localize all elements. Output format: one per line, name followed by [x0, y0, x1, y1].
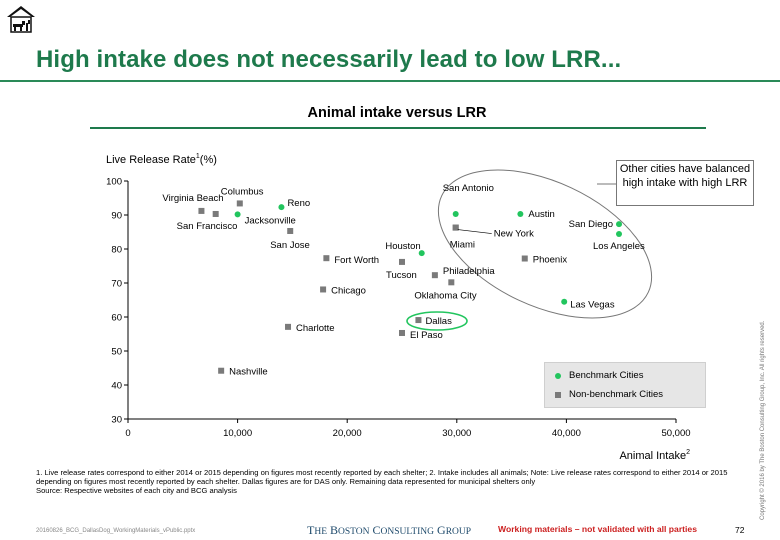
point-san-francisco	[212, 210, 219, 217]
point-san-jose	[287, 227, 294, 234]
y-axis-label: Live Release Rate1(%)	[106, 153, 217, 166]
label-el-paso: El Paso	[410, 330, 443, 341]
footnote-text: 1. Live release rates correspond to eith…	[36, 468, 728, 486]
label-columbus: Columbus	[221, 186, 264, 197]
label-virginia-beach: Virginia Beach	[162, 193, 223, 204]
y-tick-label: 90	[111, 211, 122, 222]
label-san-francisco: San Francisco	[177, 221, 238, 232]
label-reno: Reno	[287, 198, 310, 209]
point-el-paso	[399, 329, 405, 336]
x-tick-label: 20,000	[333, 428, 362, 439]
data-points	[198, 200, 623, 374]
label-chicago: Chicago	[331, 285, 366, 296]
legend-label-benchmark: Benchmark Cities	[569, 370, 644, 381]
legend: Benchmark Cities Non-benchmark Cities	[544, 362, 706, 408]
legend-item-benchmark: Benchmark Cities	[555, 370, 643, 381]
label-tucson: Tucson	[386, 270, 417, 281]
point-dallas	[415, 317, 422, 324]
point-virginia-beach	[198, 207, 205, 214]
y-tick-label: 40	[111, 381, 122, 392]
y-tick-label: 60	[111, 313, 122, 324]
footnote: 1. Live release rates correspond to eith…	[36, 468, 751, 495]
label-charlotte: Charlotte	[296, 323, 335, 334]
label-los-angeles: Los Angeles	[593, 241, 645, 252]
y-tick-label: 100	[106, 177, 122, 188]
label-philadelphia: Philadelphia	[443, 266, 495, 277]
point-charlotte	[285, 323, 292, 330]
working-materials-warning: Working materials – not validated with a…	[498, 524, 697, 534]
x-tick-label: 50,000	[661, 428, 690, 439]
point-san-antonio	[452, 210, 459, 217]
source-text: Source: Respective websites of each city…	[36, 486, 237, 495]
x-tick-label: 40,000	[552, 428, 581, 439]
point-san-diego	[616, 221, 623, 228]
point-houston	[418, 250, 425, 257]
label-fort-worth: Fort Worth	[334, 255, 379, 266]
y-tick-label: 80	[111, 245, 122, 256]
y-tick-label: 50	[111, 347, 122, 358]
point-los-angeles	[616, 231, 623, 238]
new-york-leader	[457, 229, 492, 234]
highlight-ellipses	[406, 169, 653, 331]
legend-dot-icon	[555, 372, 561, 379]
scatter-chart: Animal intake versus LRR Live Release Ra…	[90, 105, 706, 462]
point-oklahoma-city	[448, 279, 455, 286]
label-san-diego: San Diego	[569, 219, 613, 230]
callout-box: Other cities have balanced high intake w…	[616, 160, 754, 206]
file-name: 20160826_BCG_DallasDog_WorkingMaterials_…	[36, 528, 196, 534]
x-tick-label: 0	[125, 428, 130, 439]
point-labels: Reno Jacksonville Houston San Antonio Austin…	[162, 183, 645, 378]
chart-title: Animal intake versus LRR	[308, 105, 487, 121]
legend-item-non-benchmark: Non-benchmark Cities	[555, 389, 663, 400]
x-axis-label: Animal Intake2	[619, 449, 690, 462]
label-las-vegas: Las Vegas	[570, 300, 615, 311]
point-las-vegas	[561, 298, 568, 305]
label-new-york: New York	[494, 229, 534, 240]
label-san-jose: San Jose	[270, 240, 310, 251]
copyright-text: Copyright © 2016 by The Boston Consultin…	[760, 320, 766, 520]
label-dallas: Dallas	[425, 316, 452, 327]
house-animal-icon	[7, 6, 35, 33]
dallas-highlight-ellipse	[406, 311, 468, 331]
page-title: High intake does not necessarily lead to…	[36, 46, 622, 73]
x-tick-label: 30,000	[442, 428, 471, 439]
point-new-york	[452, 224, 459, 231]
legend-square-icon	[555, 391, 561, 398]
point-fort-worth	[323, 255, 330, 262]
label-houston: Houston	[385, 241, 420, 252]
y-tick-label: 30	[111, 415, 122, 426]
legend-label-non-benchmark: Non-benchmark Cities	[569, 389, 663, 400]
x-tick-label: 10,000	[223, 428, 252, 439]
point-jacksonville	[234, 211, 241, 218]
point-nashville	[218, 367, 225, 374]
axes: 30 40 50 60 70 80 90 100 0 10,000 20,000 30,000 40,0…	[106, 177, 690, 440]
point-tucson	[399, 258, 405, 265]
point-columbus	[236, 200, 243, 207]
label-san-antonio: San Antonio	[443, 183, 494, 194]
point-phoenix	[521, 255, 528, 262]
label-jacksonville: Jacksonville	[245, 215, 296, 226]
point-austin	[517, 210, 524, 217]
page-number: 72	[735, 525, 745, 535]
title-divider	[0, 80, 780, 82]
label-miami: Miami	[450, 240, 475, 251]
label-phoenix: Phoenix	[533, 255, 568, 266]
label-oklahoma-city: Oklahoma City	[414, 290, 477, 301]
label-nashville: Nashville	[229, 367, 268, 378]
point-philadelphia	[431, 272, 438, 279]
point-chicago	[320, 286, 327, 293]
y-tick-label: 70	[111, 279, 122, 290]
label-austin: Austin	[528, 209, 554, 220]
bcg-wordmark: THE BOSTON CONSULTING GROUP	[307, 523, 472, 537]
cluster-ellipse	[437, 169, 653, 319]
point-reno	[278, 204, 285, 211]
